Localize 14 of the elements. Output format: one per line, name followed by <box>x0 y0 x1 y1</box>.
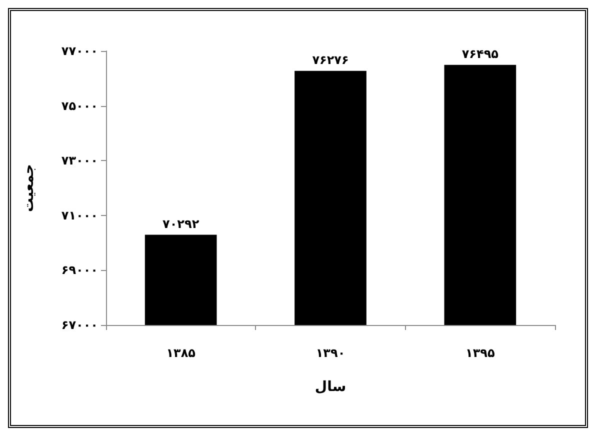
data-label: ۷۶۲۷۶ <box>312 52 349 67</box>
y-tick-label: ۷۱۰۰۰ <box>61 208 98 222</box>
data-label: ۷۶۴۹۵ <box>462 46 498 61</box>
y-tick-label: ۷۵۰۰۰ <box>61 98 98 113</box>
x-tick-label: ۱۳۹۵ <box>466 346 495 360</box>
data-label: ۷۰۲۹۲ <box>162 216 200 231</box>
x-axis-title: سال <box>314 379 346 395</box>
x-tick-label: ۱۳۹۰ <box>316 346 346 360</box>
y-tick-label: ۷۳۰۰۰ <box>61 154 98 168</box>
x-tick-label: ۱۳۸۵ <box>166 346 196 360</box>
y-tick-label: ۷۷۰۰۰ <box>61 44 98 58</box>
y-axis-title: جمعیت <box>21 164 37 212</box>
y-tick-label: ۶۹۰۰۰ <box>61 263 98 278</box>
y-tick-label: ۶۷۰۰۰ <box>61 318 98 332</box>
